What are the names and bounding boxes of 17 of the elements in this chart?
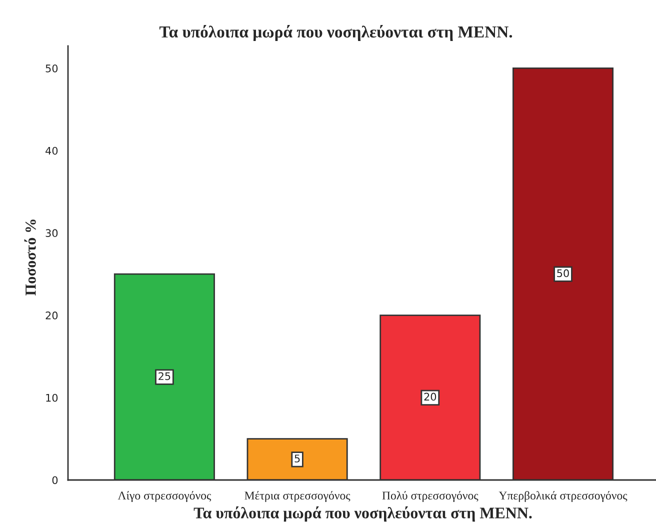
x-tick-label: Λίγο στρεσσογόνος [118, 491, 212, 502]
x-tick-label: Υπερβολικά στρεσσογόνος [498, 491, 628, 502]
data-label: 20 [424, 392, 436, 401]
y-tick-label: 40 [46, 146, 58, 155]
y-axis-title: Ποσοστό % [24, 220, 36, 296]
chart-title: Τα υπόλοιπα μωρά που νοσηλεύονται στη ΜΕΝΝ. [159, 25, 512, 41]
data-label: 25 [158, 372, 170, 380]
y-tick-label: 20 [46, 312, 58, 320]
data-label: 50 [557, 269, 569, 278]
data-label: 5 [294, 454, 300, 462]
y-tick-label: 10 [46, 394, 58, 402]
y-tick-label: 0 [52, 476, 58, 484]
x-axis-title: Τα υπόλοιπα μωρά που νοσηλεύονται στη ΜΕΝΝ. [194, 506, 532, 522]
y-tick-label: 50 [46, 64, 58, 72]
y-tick-label: 30 [46, 229, 58, 238]
x-tick-label: Μέτρια στρεσσογόνος [244, 491, 350, 502]
x-tick-label: Πολύ στρεσσογόνος [382, 491, 478, 502]
